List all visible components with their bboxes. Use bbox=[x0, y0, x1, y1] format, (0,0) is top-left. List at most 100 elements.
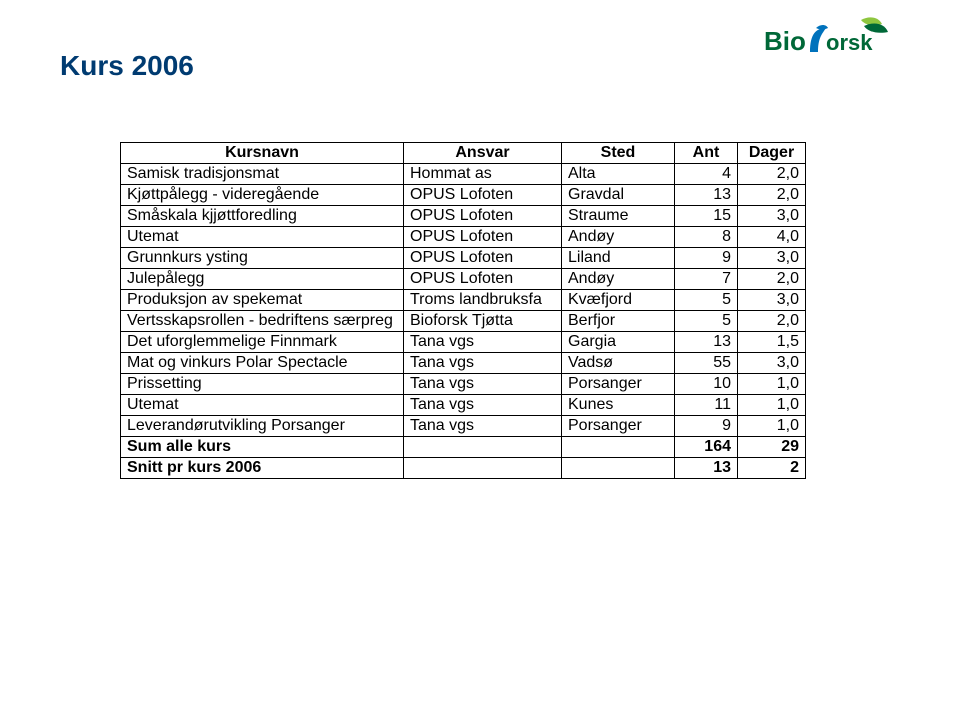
cell-dager: 3,0 bbox=[738, 353, 806, 374]
cell-kursnavn: Leverandørutvikling Porsanger bbox=[121, 416, 404, 437]
cell-dager: 3,0 bbox=[738, 248, 806, 269]
cell-kursnavn: Utemat bbox=[121, 395, 404, 416]
summary-blank bbox=[404, 437, 562, 458]
cell-kursnavn: Julepålegg bbox=[121, 269, 404, 290]
course-table-wrap: Kursnavn Ansvar Sted Ant Dager Samisk tr… bbox=[120, 142, 910, 479]
bioforsk-logo: Bio orsk bbox=[760, 14, 910, 62]
summary-blank bbox=[562, 437, 675, 458]
cell-ansvar: Troms landbruksfa bbox=[404, 290, 562, 311]
cell-ant: 9 bbox=[675, 248, 738, 269]
cell-ant: 8 bbox=[675, 227, 738, 248]
cell-dager: 4,0 bbox=[738, 227, 806, 248]
cell-sted: Andøy bbox=[562, 227, 675, 248]
cell-sted: Liland bbox=[562, 248, 675, 269]
table-row: Mat og vinkurs Polar Spectacle Tana vgs … bbox=[121, 353, 806, 374]
summary-dager: 2 bbox=[738, 458, 806, 479]
table-row: Småskala kjjøttforedling OPUS Lofoten St… bbox=[121, 206, 806, 227]
cell-sted: Porsanger bbox=[562, 416, 675, 437]
cell-dager: 1,0 bbox=[738, 374, 806, 395]
cell-dager: 1,5 bbox=[738, 332, 806, 353]
table-row: Det uforglemmelige Finnmark Tana vgs Gar… bbox=[121, 332, 806, 353]
cell-ansvar: Tana vgs bbox=[404, 416, 562, 437]
cell-ansvar: OPUS Lofoten bbox=[404, 248, 562, 269]
col-ant: Ant bbox=[675, 143, 738, 164]
summary-dager: 29 bbox=[738, 437, 806, 458]
cell-dager: 2,0 bbox=[738, 269, 806, 290]
cell-kursnavn: Prissetting bbox=[121, 374, 404, 395]
cell-ant: 55 bbox=[675, 353, 738, 374]
cell-ant: 5 bbox=[675, 290, 738, 311]
cell-sted: Gargia bbox=[562, 332, 675, 353]
cell-sted: Kvæfjord bbox=[562, 290, 675, 311]
cell-ansvar: Tana vgs bbox=[404, 395, 562, 416]
table-body: Samisk tradisjonsmat Hommat as Alta 4 2,… bbox=[121, 164, 806, 479]
cell-ant: 7 bbox=[675, 269, 738, 290]
col-kursnavn: Kursnavn bbox=[121, 143, 404, 164]
cell-sted: Porsanger bbox=[562, 374, 675, 395]
summary-ant: 13 bbox=[675, 458, 738, 479]
cell-ansvar: Tana vgs bbox=[404, 374, 562, 395]
col-ansvar: Ansvar bbox=[404, 143, 562, 164]
cell-ant: 9 bbox=[675, 416, 738, 437]
cell-dager: 2,0 bbox=[738, 164, 806, 185]
cell-dager: 1,0 bbox=[738, 416, 806, 437]
cell-kursnavn: Mat og vinkurs Polar Spectacle bbox=[121, 353, 404, 374]
svg-text:Bio: Bio bbox=[764, 26, 806, 56]
cell-sted: Straume bbox=[562, 206, 675, 227]
cell-ansvar: OPUS Lofoten bbox=[404, 185, 562, 206]
cell-dager: 3,0 bbox=[738, 206, 806, 227]
cell-ant: 4 bbox=[675, 164, 738, 185]
cell-dager: 3,0 bbox=[738, 290, 806, 311]
table-summary-row: Sum alle kurs 164 29 bbox=[121, 437, 806, 458]
cell-ansvar: OPUS Lofoten bbox=[404, 227, 562, 248]
cell-kursnavn: Kjøttpålegg - videregående bbox=[121, 185, 404, 206]
col-dager: Dager bbox=[738, 143, 806, 164]
table-row: Vertsskapsrollen - bedriftens særpreg Bi… bbox=[121, 311, 806, 332]
cell-sted: Vadsø bbox=[562, 353, 675, 374]
cell-ant: 5 bbox=[675, 311, 738, 332]
cell-ant: 11 bbox=[675, 395, 738, 416]
cell-ansvar: Tana vgs bbox=[404, 332, 562, 353]
cell-ant: 13 bbox=[675, 185, 738, 206]
cell-kursnavn: Samisk tradisjonsmat bbox=[121, 164, 404, 185]
cell-kursnavn: Grunnkurs ysting bbox=[121, 248, 404, 269]
cell-ant: 15 bbox=[675, 206, 738, 227]
cell-ant: 10 bbox=[675, 374, 738, 395]
cell-ansvar: Bioforsk Tjøtta bbox=[404, 311, 562, 332]
table-row: Samisk tradisjonsmat Hommat as Alta 4 2,… bbox=[121, 164, 806, 185]
cell-ansvar: Tana vgs bbox=[404, 353, 562, 374]
cell-dager: 2,0 bbox=[738, 185, 806, 206]
summary-label: Sum alle kurs bbox=[121, 437, 404, 458]
cell-kursnavn: Det uforglemmelige Finnmark bbox=[121, 332, 404, 353]
cell-ansvar: OPUS Lofoten bbox=[404, 206, 562, 227]
table-summary-row: Snitt pr kurs 2006 13 2 bbox=[121, 458, 806, 479]
cell-ansvar: OPUS Lofoten bbox=[404, 269, 562, 290]
table-row: Produksjon av spekemat Troms landbruksfa… bbox=[121, 290, 806, 311]
cell-kursnavn: Utemat bbox=[121, 227, 404, 248]
cell-dager: 2,0 bbox=[738, 311, 806, 332]
table-row: Leverandørutvikling Porsanger Tana vgs P… bbox=[121, 416, 806, 437]
table-row: Utemat OPUS Lofoten Andøy 8 4,0 bbox=[121, 227, 806, 248]
table-row: Utemat Tana vgs Kunes 11 1,0 bbox=[121, 395, 806, 416]
cell-sted: Kunes bbox=[562, 395, 675, 416]
cell-kursnavn: Produksjon av spekemat bbox=[121, 290, 404, 311]
summary-blank bbox=[562, 458, 675, 479]
cell-sted: Alta bbox=[562, 164, 675, 185]
col-sted: Sted bbox=[562, 143, 675, 164]
page: Bio orsk Kurs 2006 Kursnavn Ansvar Sted … bbox=[0, 0, 960, 705]
cell-sted: Berfjor bbox=[562, 311, 675, 332]
cell-sted: Andøy bbox=[562, 269, 675, 290]
cell-ansvar: Hommat as bbox=[404, 164, 562, 185]
cell-ant: 13 bbox=[675, 332, 738, 353]
svg-text:orsk: orsk bbox=[826, 30, 873, 55]
summary-ant: 164 bbox=[675, 437, 738, 458]
table-row: Grunnkurs ysting OPUS Lofoten Liland 9 3… bbox=[121, 248, 806, 269]
summary-label: Snitt pr kurs 2006 bbox=[121, 458, 404, 479]
table-header-row: Kursnavn Ansvar Sted Ant Dager bbox=[121, 143, 806, 164]
cell-sted: Gravdal bbox=[562, 185, 675, 206]
cell-kursnavn: Småskala kjjøttforedling bbox=[121, 206, 404, 227]
summary-blank bbox=[404, 458, 562, 479]
course-table: Kursnavn Ansvar Sted Ant Dager Samisk tr… bbox=[120, 142, 806, 479]
table-row: Prissetting Tana vgs Porsanger 10 1,0 bbox=[121, 374, 806, 395]
cell-dager: 1,0 bbox=[738, 395, 806, 416]
